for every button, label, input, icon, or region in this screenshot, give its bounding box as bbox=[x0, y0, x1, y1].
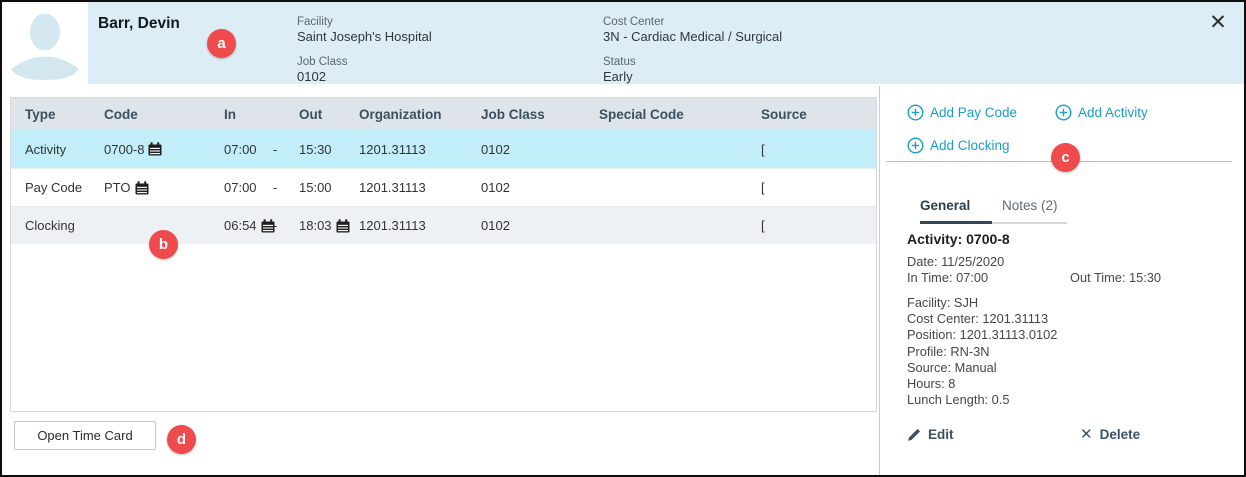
facility-label: Facility bbox=[297, 16, 333, 28]
table-row-activity[interactable]: Activity 0700-8 07:00 - 15:30 1201.31113… bbox=[11, 130, 876, 168]
calendar-icon[interactable] bbox=[135, 180, 149, 195]
annotation-badge-b: b bbox=[149, 230, 178, 259]
detail-profile: Profile: RN-3N bbox=[907, 343, 990, 359]
col-job-class: Job Class bbox=[481, 106, 545, 122]
cell-in: 07:00 bbox=[224, 180, 257, 195]
cell-in: 06:54 bbox=[216, 218, 275, 233]
detail-in-time: In Time: 07:00 bbox=[907, 270, 989, 285]
annotation-badge-d: d bbox=[167, 425, 196, 454]
out-time-text: 18:03 bbox=[299, 218, 332, 233]
detail-position: Position: 1201.31113.0102 bbox=[907, 327, 1058, 343]
add-clocking-button[interactable]: Add Clocking bbox=[907, 137, 1010, 154]
header-bar: Barr, Devin Facility Saint Joseph's Hosp… bbox=[2, 2, 1244, 84]
table-row-clocking[interactable]: Clocking 06:54 - 18:03 1201.31113 0102 [ bbox=[11, 206, 876, 244]
col-special-code: Special Code bbox=[599, 106, 684, 122]
cell-organization: 1201.31113 bbox=[359, 218, 426, 233]
facility-value: Saint Joseph's Hospital bbox=[297, 29, 432, 44]
in-time-text: 06:54 bbox=[224, 218, 257, 233]
cell-code: 0700-8 bbox=[96, 142, 216, 157]
calendar-icon[interactable] bbox=[336, 218, 350, 233]
inactive-tab-underline bbox=[992, 222, 1067, 224]
cost-center-value: 3N - Cardiac Medical / Surgical bbox=[603, 29, 783, 44]
annotation-badge-a: a bbox=[207, 29, 236, 58]
cell-out: 18:03 bbox=[291, 218, 351, 233]
add-activity-label: Add Activity bbox=[1078, 105, 1148, 120]
add-clocking-label: Add Clocking bbox=[930, 138, 1010, 153]
detail-out-time: Out Time: 15:30 bbox=[1070, 270, 1162, 285]
cell-source: [ bbox=[761, 180, 765, 195]
cell-job-class: 0102 bbox=[481, 141, 510, 157]
cell-out: 15:00 bbox=[299, 180, 332, 195]
employee-avatar bbox=[2, 2, 88, 86]
plus-circle-icon bbox=[907, 104, 924, 121]
add-activity-button[interactable]: Add Activity bbox=[1055, 104, 1148, 121]
cell-dash: - bbox=[273, 141, 278, 157]
status-value: Early bbox=[603, 69, 633, 84]
col-in: In bbox=[224, 106, 236, 122]
detail-facility: Facility: SJH bbox=[907, 295, 979, 310]
add-pay-code-label: Add Pay Code bbox=[930, 105, 1018, 120]
cell-out: 15:30 bbox=[299, 141, 332, 157]
cell-job-class: 0102 bbox=[481, 218, 510, 233]
job-class-label: Job Class bbox=[297, 56, 348, 68]
cell-organization: 1201.31113 bbox=[359, 141, 426, 157]
annotation-badge-c: c bbox=[1051, 143, 1080, 172]
person-silhouette-icon bbox=[11, 13, 79, 80]
tab-notes[interactable]: Notes (2) bbox=[1002, 198, 1058, 213]
col-type: Type bbox=[25, 106, 56, 122]
col-out: Out bbox=[299, 106, 323, 122]
status-label: Status bbox=[603, 56, 636, 68]
calendar-icon[interactable] bbox=[148, 142, 162, 156]
add-pay-code-button[interactable]: Add Pay Code bbox=[907, 104, 1017, 121]
table-header-row: Type Code In Out Organization Job Class … bbox=[11, 98, 876, 130]
plus-circle-icon bbox=[1055, 104, 1072, 121]
detail-cost-center: Cost Center: 1201.31113 bbox=[907, 311, 1049, 327]
panel-divider bbox=[879, 86, 880, 475]
cost-center-field: Cost Center 3N - Cardiac Medical / Surgi… bbox=[603, 15, 782, 45]
job-class-field: Job Class 0102 bbox=[297, 55, 348, 85]
plus-circle-icon bbox=[907, 137, 924, 154]
detail-source: Source: Manual bbox=[907, 359, 997, 375]
col-organization: Organization bbox=[359, 106, 442, 122]
facility-field: Facility Saint Joseph's Hospital bbox=[297, 15, 432, 45]
active-tab-underline bbox=[920, 221, 992, 224]
cell-type: Activity bbox=[25, 141, 67, 157]
close-icon[interactable]: ✕ bbox=[1209, 11, 1227, 34]
cell-source: [ bbox=[761, 141, 765, 157]
edit-button[interactable]: Edit bbox=[907, 427, 954, 442]
entries-table: Type Code In Out Organization Job Class … bbox=[10, 97, 877, 412]
cell-type: Pay Code bbox=[25, 180, 83, 195]
pencil-icon bbox=[907, 428, 921, 442]
col-source: Source bbox=[761, 106, 807, 122]
detail-lunch-length: Lunch Length: 0.5 bbox=[907, 392, 1010, 408]
cell-dash: - bbox=[273, 218, 278, 233]
cell-source: [ bbox=[761, 218, 765, 233]
status-field: Status Early bbox=[603, 55, 636, 85]
delete-label: Delete bbox=[1099, 427, 1141, 442]
cell-job-class: 0102 bbox=[481, 180, 510, 195]
open-time-card-button[interactable]: Open Time Card bbox=[14, 421, 156, 450]
delete-button[interactable]: ✕ Delete bbox=[1080, 427, 1140, 442]
calendar-icon[interactable] bbox=[261, 218, 275, 233]
cell-dash: - bbox=[273, 180, 278, 195]
cell-organization: 1201.31113 bbox=[359, 180, 426, 195]
col-code: Code bbox=[104, 106, 138, 122]
cell-type: Clocking bbox=[25, 218, 75, 233]
detail-date: Date: 11/25/2020 bbox=[907, 254, 1005, 269]
cost-center-label: Cost Center bbox=[603, 16, 665, 28]
code-text: 0700-8 bbox=[104, 141, 145, 157]
job-class-value: 0102 bbox=[297, 69, 326, 84]
cell-in: 07:00 bbox=[224, 141, 257, 157]
x-icon: ✕ bbox=[1080, 426, 1093, 443]
code-text: PTO bbox=[104, 180, 131, 195]
edit-label: Edit bbox=[928, 427, 954, 442]
tab-general[interactable]: General bbox=[920, 198, 971, 213]
table-row-pay-code[interactable]: Pay Code PTO 07:00 - 15:00 1201.31113 01… bbox=[11, 168, 876, 206]
detail-hours: Hours: 8 bbox=[907, 376, 956, 392]
detail-title: Activity: 0700-8 bbox=[907, 231, 1010, 247]
detail-attributes: Facility: SJH Cost Center: 1201.31113 Po… bbox=[907, 295, 1057, 408]
employee-name: Barr, Devin bbox=[98, 15, 180, 32]
cell-code: PTO bbox=[96, 180, 216, 195]
